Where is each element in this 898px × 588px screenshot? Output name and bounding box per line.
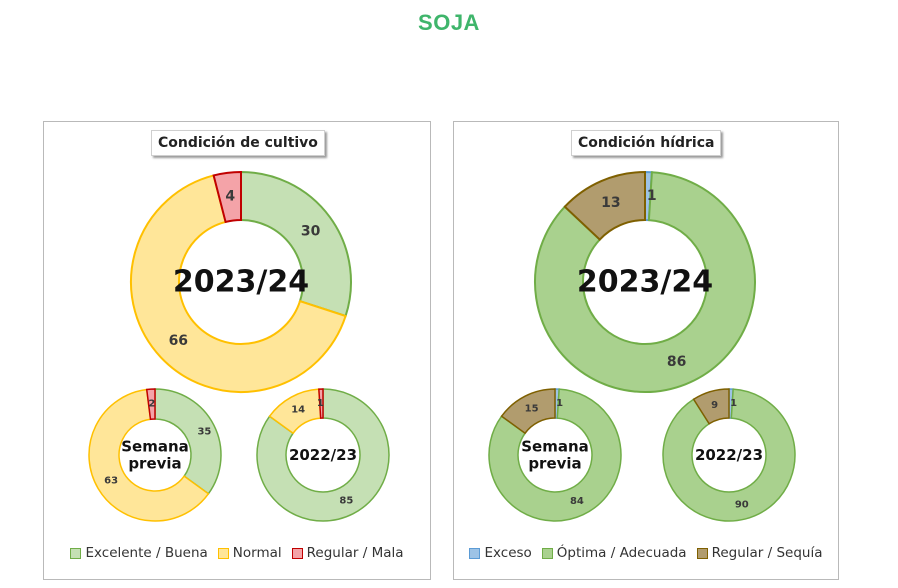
- chart-panel-condicion-cultivo: Condición de cultivo 30 66 4 2023/24 35 63 2 Se…: [43, 121, 431, 580]
- legend-swatch-exceso: [469, 547, 481, 559]
- data-label-2023-24-excelente-buena: 30: [301, 223, 321, 239]
- center-label-semana-previa-line-2: previa: [528, 454, 581, 472]
- legend-item-excelente-buena: Excelente / Buena: [70, 545, 208, 561]
- center-label-2023-24: 2023/24: [577, 265, 713, 300]
- data-label-semana-previa-regular-sequia: 15: [525, 404, 539, 415]
- legend-label: Regular / Sequía: [711, 545, 823, 561]
- donut-slice-2023-24-excelente-buena: [240, 170, 352, 318]
- data-label-2023-24-exceso: 1: [647, 188, 657, 204]
- donut-slice-2023-24-optima-adecuada: [534, 171, 756, 393]
- data-label-semana-previa-excelente-buena: 35: [197, 426, 211, 437]
- chart-title-condicion-cultivo: Condición de cultivo: [151, 130, 325, 156]
- legend-swatch-regular-mala: [291, 547, 303, 559]
- donut-slice-2022-23-excelente-buena: [256, 388, 390, 522]
- legend-swatch-excelente-buena: [70, 547, 82, 559]
- donut-slice-semana-previa-normal: [88, 388, 210, 522]
- data-label-2023-24-regular-mala: 4: [225, 189, 235, 205]
- donut-slice-semana-previa-regular-sequia: [500, 388, 556, 435]
- data-label-semana-previa-optima-adecuada: 84: [570, 496, 584, 507]
- center-label-2023-24: 2023/24: [173, 265, 309, 300]
- donut-slice-2022-23-regular-mala: [318, 388, 324, 419]
- legend-label: Normal: [232, 545, 282, 561]
- center-label-semana-previa-line-1: Semana: [121, 438, 189, 456]
- chart-panel-condicion-hidrica: Condición hídrica 1 86 13 2023/24 1 84 15 Seman…: [453, 121, 839, 580]
- data-label-2023-24-regular-sequia: 13: [601, 195, 620, 211]
- donut-slice-2023-24-regular-mala: [212, 170, 242, 224]
- data-label-2022-23-excelente-buena: 85: [339, 495, 353, 506]
- legend-label: Exceso: [484, 545, 532, 561]
- legend-condicion-cultivo: Excelente / Buena Normal Regular / Mala: [44, 545, 430, 561]
- page-title: SOJA: [418, 10, 480, 35]
- legend-swatch-normal: [217, 547, 229, 559]
- donut-slice-semana-previa-regular-mala: [145, 388, 156, 421]
- legend-item-exceso: Exceso: [469, 545, 532, 561]
- chart-title-condicion-hidrica: Condición hídrica: [571, 130, 722, 156]
- legend-swatch-optima-adecuada: [541, 547, 553, 559]
- center-label-semana-previa-line-1: Semana: [521, 438, 589, 456]
- legend-item-normal: Normal: [217, 545, 282, 561]
- donut-slice-semana-previa-optima-adecuada: [488, 388, 622, 522]
- data-label-2022-23-exceso: 1: [730, 398, 737, 409]
- legend-label: Excelente / Buena: [85, 545, 208, 561]
- legend-item-regular-sequia: Regular / Sequía: [696, 545, 823, 561]
- legend-item-optima-adecuada: Óptima / Adecuada: [541, 545, 687, 561]
- legend-condicion-hidrica: Exceso Óptima / Adecuada Regular / Sequí…: [454, 545, 838, 561]
- data-label-2023-24-optima-adecuada: 86: [667, 354, 686, 370]
- data-label-2022-23-normal: 14: [291, 404, 305, 415]
- data-label-2022-23-regular-sequia: 9: [711, 400, 718, 411]
- data-label-2022-23-optima-adecuada: 90: [735, 499, 749, 510]
- donut-slice-2023-24-regular-sequia: [563, 170, 646, 241]
- data-label-semana-previa-normal: 63: [104, 475, 118, 486]
- data-label-semana-previa-exceso: 1: [556, 398, 563, 409]
- center-label-2022-23: 2022/23: [289, 446, 357, 464]
- center-label-semana-previa-line-2: previa: [128, 454, 181, 472]
- donut-slice-semana-previa-excelente-buena: [154, 388, 222, 495]
- data-label-2022-23-regular-mala: 1: [317, 398, 324, 409]
- legend-label: Regular / Mala: [306, 545, 404, 561]
- donut-slice-2023-24-normal: [130, 174, 347, 393]
- legend-label: Óptima / Adecuada: [556, 545, 687, 561]
- center-label-2022-23: 2022/23: [695, 446, 763, 464]
- donut-slice-2022-23-optima-adecuada: [662, 388, 796, 522]
- legend-item-regular-mala: Regular / Mala: [291, 545, 404, 561]
- data-label-semana-previa-regular-mala: 2: [148, 399, 155, 410]
- legend-swatch-regular-sequia: [696, 547, 708, 559]
- donut-slice-2022-23-regular-sequia: [692, 388, 730, 425]
- data-label-2023-24-normal: 66: [169, 333, 188, 349]
